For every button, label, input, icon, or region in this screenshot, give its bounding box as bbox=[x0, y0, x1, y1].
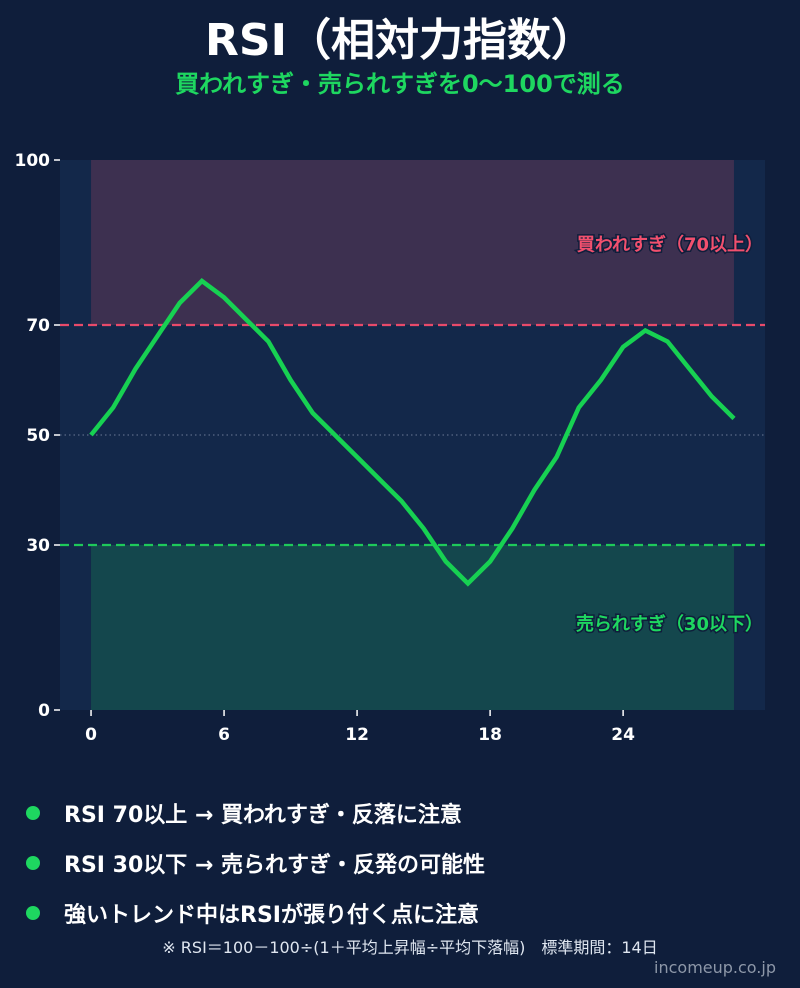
y-tick-label: 100 bbox=[15, 151, 51, 171]
bullet-item: RSI 30以下 → 売られすぎ・反発の可能性 bbox=[26, 838, 485, 888]
overbought-label: 買われすぎ（70以上） bbox=[577, 234, 763, 256]
x-tick-label: 0 bbox=[85, 725, 97, 745]
rsi-line bbox=[89, 278, 736, 587]
bullet-dot-icon bbox=[26, 806, 40, 820]
y-tick-label: 50 bbox=[26, 426, 50, 446]
page-title: RSI（相対力指数） bbox=[205, 15, 595, 66]
bullet-item: RSI 70以上 → 買われすぎ・反落に注意 bbox=[26, 788, 485, 838]
oversold-zone bbox=[91, 545, 734, 710]
bullet-dot-icon bbox=[26, 856, 40, 870]
x-tick-label: 6 bbox=[218, 725, 230, 745]
site-credit: incomeup.co.jp bbox=[654, 958, 776, 977]
x-tick-label: 18 bbox=[478, 725, 502, 745]
page-subtitle: 買われすぎ・売られすぎを0〜100で測る bbox=[175, 70, 625, 98]
y-tick-label: 30 bbox=[26, 536, 50, 556]
x-tick-label: 12 bbox=[345, 725, 369, 745]
bullet-text: 強いトレンド中はRSIが張り付く点に注意 bbox=[64, 903, 479, 928]
overbought-zone bbox=[91, 160, 734, 325]
x-tick-label: 24 bbox=[611, 725, 635, 745]
oversold-label: 売られすぎ（30以下） bbox=[576, 613, 763, 635]
bullet-dot-icon bbox=[26, 906, 40, 920]
bullet-text: RSI 70以上 → 買われすぎ・反落に注意 bbox=[64, 803, 462, 828]
rsi-chart: 0 30 50 70 100 0 6 12 18 24 買われすぎ（70以上） 売られすぎ（30以下） bbox=[15, 151, 765, 745]
bullet-list: RSI 70以上 → 買われすぎ・反落に注意 RSI 30以下 → 売られすぎ・… bbox=[26, 788, 485, 938]
bullet-text: RSI 30以下 → 売られすぎ・反発の可能性 bbox=[64, 853, 485, 878]
y-tick-label: 0 bbox=[38, 701, 50, 721]
y-tick-label: 70 bbox=[26, 316, 50, 336]
bullet-item: 強いトレンド中はRSIが張り付く点に注意 bbox=[26, 888, 485, 938]
formula-footnote: ※ RSI＝100－100÷(1＋平均上昇幅÷平均下落幅) 標準期間：14日 bbox=[162, 938, 658, 957]
